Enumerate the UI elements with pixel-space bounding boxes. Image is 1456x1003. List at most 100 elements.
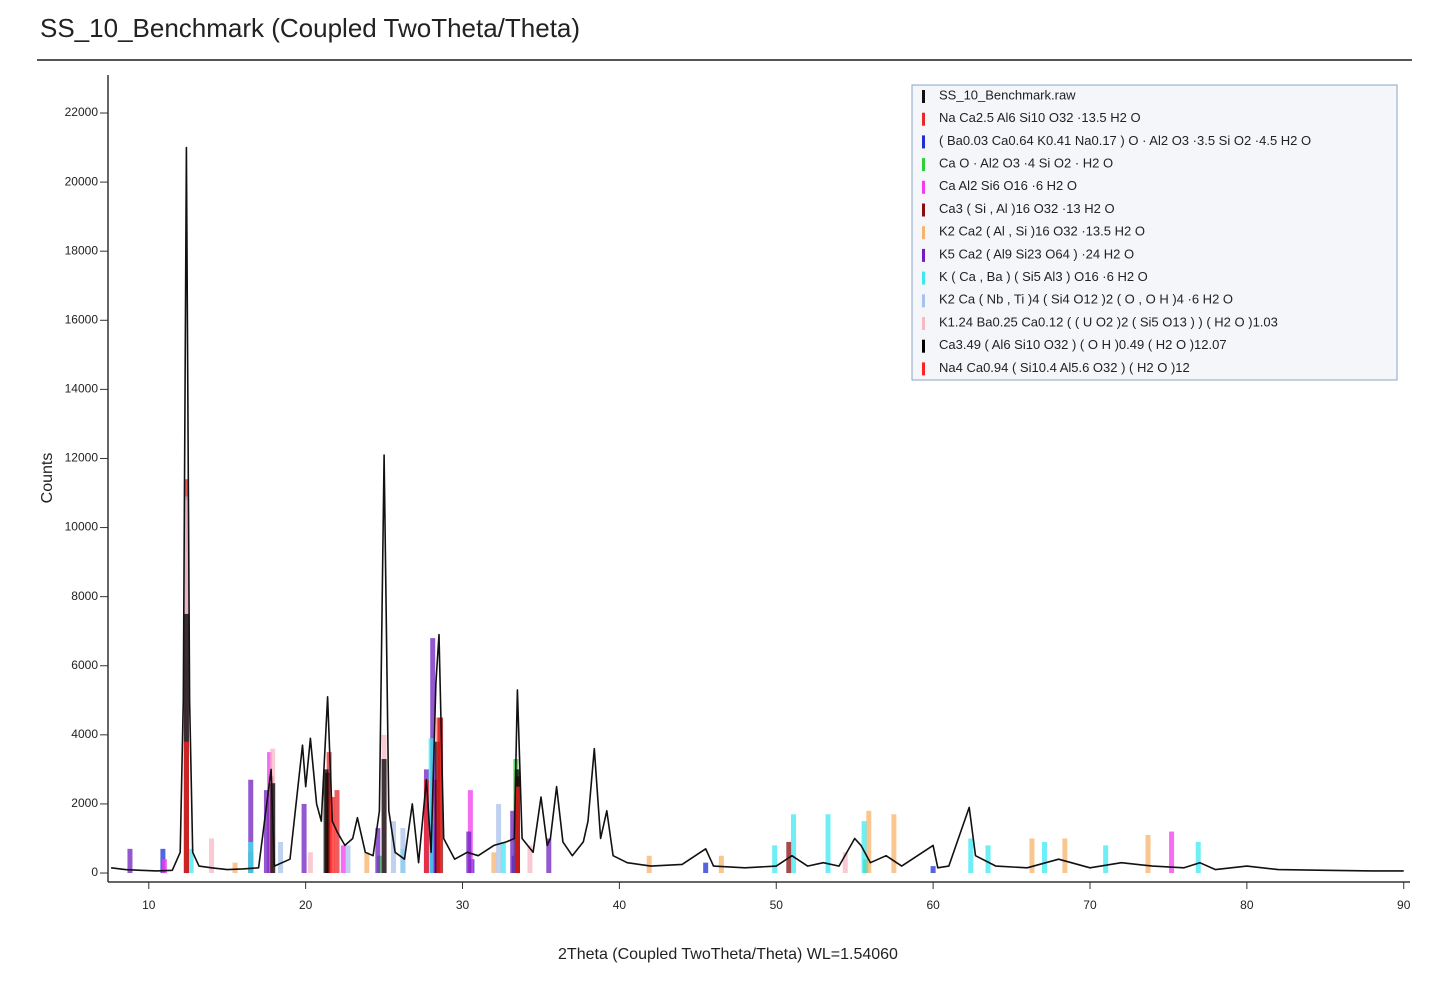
legend-label: Ca3.49 ( Al6 Si10 O32 ) ( O H )0.49 ( H2… (939, 337, 1227, 352)
legend-swatch (922, 112, 925, 126)
peak-stick (183, 741, 189, 874)
y-tick-label: 14000 (65, 382, 99, 396)
legend-swatch (922, 248, 925, 262)
peak-stick (985, 845, 991, 874)
peak-stick (127, 848, 133, 874)
y-tick-label: 16000 (65, 312, 99, 326)
peak-stick (1169, 831, 1175, 874)
peak-stick (423, 779, 429, 874)
peak-stick (263, 790, 269, 874)
peak-stick (546, 838, 552, 874)
x-tick-label: 90 (1397, 898, 1411, 912)
y-tick-label: 0 (91, 865, 98, 879)
peak-stick (278, 841, 284, 874)
peak-stick (1029, 838, 1035, 874)
peak-stick (323, 769, 329, 874)
x-tick-label: 20 (299, 898, 313, 912)
legend-swatch (922, 271, 925, 285)
peak-stick (718, 855, 724, 874)
legend-swatch (922, 339, 925, 353)
legend-label: K1.24 Ba0.25 Ca0.12 ( ( U O2 )2 ( Si5 O1… (939, 314, 1278, 329)
peak-stick (345, 845, 351, 874)
legend-label: K5 Ca2 ( Al9 Si23 O64 ) ·24 H2 O (939, 246, 1134, 261)
legend-label: ( Ba0.03 Ca0.64 K0.41 Na0.17 ) O · Al2 O… (939, 133, 1311, 148)
legend-box (911, 84, 1398, 381)
peak-stick (161, 859, 167, 874)
legend-label: SS_10_Benchmark.raw (939, 87, 1076, 102)
peak-stick (772, 845, 778, 874)
legend-label: Ca Al2 Si6 O16 ·6 H2 O (939, 178, 1077, 193)
y-axis-label: Counts (39, 453, 56, 504)
legend-swatch (922, 294, 925, 308)
legend-swatch (922, 362, 925, 376)
peak-stick (267, 752, 273, 874)
legend-label: K2 Ca ( Nb , Ti )4 ( Si4 O12 )2 ( O , O … (939, 292, 1233, 307)
peak-stick (510, 810, 516, 874)
peak-stick (646, 855, 652, 874)
y-tick-label: 6000 (71, 658, 98, 672)
peak-stick (866, 810, 872, 874)
legend-label: Ca O · Al2 O3 ·4 Si O2 · H2 O (939, 156, 1113, 171)
peak-stick (390, 821, 396, 874)
legend-swatch (922, 90, 925, 103)
peak-stick (1145, 835, 1151, 874)
legend-swatch (922, 203, 925, 217)
peak-stick (307, 852, 313, 874)
peak-stick (400, 828, 406, 874)
x-tick-label: 30 (456, 898, 470, 912)
peak-stick (514, 786, 520, 874)
y-tick-label: 2000 (71, 796, 98, 810)
x-tick-label: 10 (142, 898, 156, 912)
peak-stick (527, 845, 533, 874)
peak-stick (968, 838, 974, 874)
peak-stick (209, 838, 215, 874)
x-axis-label: 2Theta (Coupled TwoTheta/Theta) WL=1.540… (558, 946, 898, 963)
pattern-line (110, 146, 1404, 872)
peak-stick (791, 814, 797, 874)
x-tick-label: 40 (613, 898, 627, 912)
legend-label: Na Ca2.5 Al6 Si10 O32 ·13.5 H2 O (939, 110, 1141, 125)
peak-stick (248, 841, 254, 874)
peak-stick (1062, 838, 1068, 874)
legend-swatch (922, 317, 925, 330)
y-tick-label: 18000 (65, 243, 99, 257)
peak-stick (364, 852, 370, 874)
peak-stick (329, 797, 335, 874)
legend-label: Ca3 ( Si , Al )16 O32 ·13 H2 O (939, 201, 1115, 216)
peak-stick (496, 803, 502, 874)
peak-stick (891, 814, 897, 874)
peak-stick (1041, 841, 1047, 874)
peak-stick (428, 738, 434, 874)
x-tick-label: 60 (926, 898, 940, 912)
peak-stick (436, 717, 442, 874)
y-tick-label: 20000 (65, 174, 99, 188)
peak-stick (491, 852, 497, 874)
x-tick-label: 80 (1240, 898, 1254, 912)
peak-stick (1195, 841, 1201, 874)
peak-stick (930, 866, 936, 874)
peak-stick (188, 848, 194, 874)
peak-stick (232, 862, 238, 874)
peak-stick (861, 821, 867, 874)
legend-swatch (922, 135, 925, 149)
peak-stick (301, 803, 307, 874)
y-tick-label: 10000 (65, 520, 99, 534)
peak-stick (1103, 845, 1109, 874)
peak-stick (340, 845, 346, 874)
chart-title: SS_10_Benchmark (Coupled TwoTheta/Theta) (40, 13, 580, 43)
x-tick-label: 50 (770, 898, 784, 912)
legend-swatch (922, 226, 925, 240)
peak-stick (381, 759, 387, 874)
peak-stick (500, 841, 506, 874)
legend-swatch (922, 158, 925, 172)
y-tick-label: 22000 (65, 105, 99, 119)
peak-stick (248, 779, 254, 874)
peak-stick (825, 814, 831, 874)
legend-label: K ( Ca , Ba ) ( Si5 Al3 ) O16 ·6 H2 O (939, 269, 1148, 284)
y-tick-label: 4000 (71, 727, 98, 741)
legend-swatch (922, 180, 925, 194)
legend-label: Na4 Ca0.94 ( Si10.4 Al5.6 O32 ) ( H2 O )… (939, 360, 1190, 375)
peak-stick (375, 828, 381, 874)
legend-label: K2 Ca2 ( Al , Si )16 O32 ·13.5 H2 O (939, 224, 1145, 239)
